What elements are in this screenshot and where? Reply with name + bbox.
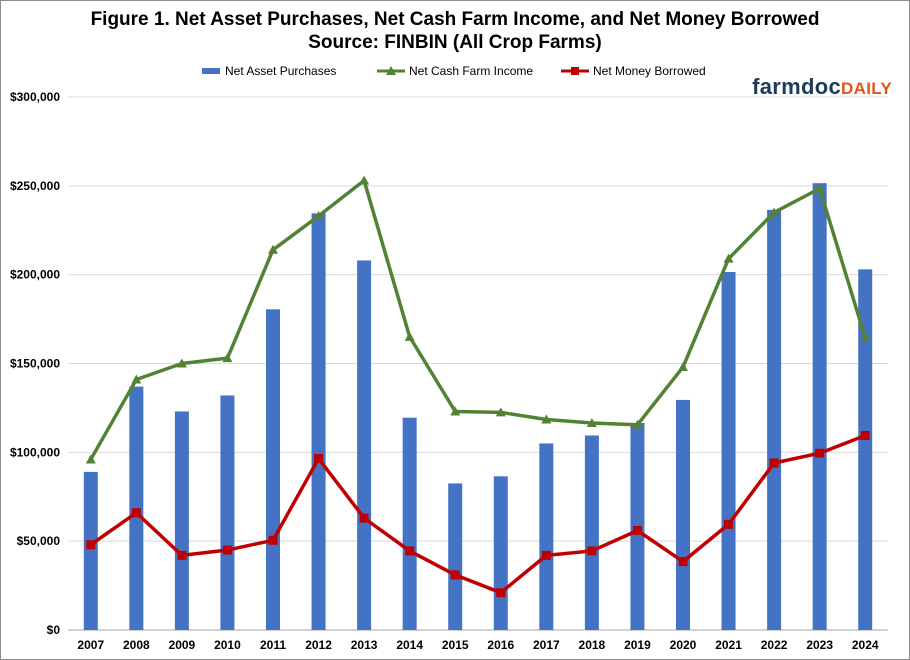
bar-asset-purchases — [858, 269, 873, 630]
bar-asset-purchases — [311, 213, 326, 630]
net-money-borrowed-point — [450, 570, 460, 580]
net-cash-farm-income-point — [404, 331, 415, 341]
net-money-borrowed-point — [541, 550, 551, 560]
x-tick-label: 2012 — [305, 638, 332, 652]
y-tick-label: $300,000 — [10, 90, 60, 104]
y-tick-label: $0 — [47, 623, 61, 637]
bar-asset-purchases — [493, 476, 508, 630]
net-money-borrowed-point — [222, 545, 232, 555]
net-money-borrowed-point — [177, 550, 187, 560]
net-cash-farm-income-point — [723, 253, 734, 263]
bar-asset-purchases — [83, 471, 98, 630]
net-cash-farm-income-point — [769, 207, 780, 217]
net-money-borrowed-point — [587, 546, 597, 556]
bar-asset-purchases — [357, 260, 372, 630]
x-tick-label: 2008 — [123, 638, 150, 652]
bar-asset-purchases — [174, 411, 189, 630]
net-cash-farm-income-point — [85, 454, 96, 464]
x-tick-label: 2019 — [624, 638, 651, 652]
x-tick-label: 2017 — [533, 638, 560, 652]
bar-asset-purchases — [402, 417, 417, 630]
y-tick-label: $150,000 — [10, 357, 60, 371]
bar-asset-purchases — [220, 395, 235, 630]
legend-label: Net Money Borrowed — [593, 64, 706, 78]
logo-text-accent: DAILY — [841, 79, 892, 98]
chart-title: Figure 1. Net Asset Purchases, Net Cash … — [90, 9, 820, 30]
net-money-borrowed-point — [769, 458, 779, 468]
net-cash-farm-income-point — [222, 353, 233, 363]
y-tick-label: $50,000 — [17, 534, 61, 548]
legend-item-money-borrowed: Net Money Borrowed — [560, 64, 706, 78]
x-tick-label: 2007 — [77, 638, 104, 652]
net-cash-farm-income-point — [814, 183, 825, 193]
net-money-borrowed-point — [815, 448, 825, 458]
net-money-borrowed-point — [131, 508, 141, 518]
net-money-borrowed-point — [268, 535, 278, 545]
legend-label: Net Cash Farm Income — [409, 64, 534, 78]
net-cash-farm-income-point — [313, 211, 324, 221]
x-tick-label: 2013 — [351, 638, 378, 652]
legend-swatch-bar — [202, 68, 220, 74]
x-tick-label: 2016 — [487, 638, 514, 652]
net-money-borrowed-point — [314, 454, 324, 464]
net-money-borrowed-point — [724, 519, 734, 529]
net-cash-farm-income-point — [860, 332, 871, 342]
legend-swatch-line-triangle — [377, 66, 405, 75]
x-tick-label: 2010 — [214, 638, 241, 652]
bar-asset-purchases — [721, 272, 736, 630]
net-cash-farm-income-point — [359, 175, 370, 185]
net-money-borrowed-point — [359, 513, 369, 523]
net-money-borrowed-point — [405, 546, 415, 556]
chart-subtitle: Source: FINBIN (All Crop Farms) — [308, 32, 602, 53]
x-tick-label: 2023 — [806, 638, 833, 652]
x-tick-label: 2022 — [761, 638, 788, 652]
x-tick-label: 2021 — [715, 638, 742, 652]
net-cash-farm-income-point — [541, 414, 552, 424]
net-money-borrowed-point — [678, 557, 688, 567]
net-cash-farm-income-point — [632, 419, 643, 429]
net-cash-farm-income-point — [678, 362, 688, 372]
legend-item-asset-purchases: Net Asset Purchases — [200, 64, 336, 78]
bar-asset-purchases — [812, 183, 827, 630]
net-money-borrowed-point — [860, 430, 870, 440]
x-tick-label: 2009 — [169, 638, 196, 652]
net-cash-farm-income-point — [268, 244, 278, 254]
logo-text-main: farmdoc — [752, 74, 842, 99]
net-money-borrowed-point — [86, 540, 96, 550]
x-tick-label: 2020 — [670, 638, 697, 652]
legend-item-cash-farm-income: Net Cash Farm Income — [376, 64, 533, 78]
legend-label: Net Asset Purchases — [225, 64, 337, 78]
net-cash-farm-income-line — [89, 178, 867, 461]
farmdoc-daily-logo: farmdocDAILY — [752, 74, 892, 100]
x-tick-label: 2024 — [852, 638, 879, 652]
legend-swatch-line-square — [561, 67, 589, 75]
bar-asset-purchases — [676, 399, 690, 630]
y-tick-label: $200,000 — [10, 268, 60, 282]
x-tick-label: 2015 — [442, 638, 469, 652]
net-money-borrowed-point — [632, 526, 642, 536]
net-money-borrowed-line — [89, 433, 866, 595]
net-cash-farm-income-point — [450, 406, 461, 416]
y-tick-label: $250,000 — [10, 179, 60, 193]
bar-asset-purchases — [266, 309, 280, 630]
x-tick-label: 2011 — [260, 638, 286, 652]
net-cash-farm-income-point — [586, 418, 597, 428]
x-tick-label: 2014 — [396, 638, 423, 652]
bar-asset-purchases — [584, 435, 599, 630]
bar-asset-purchases — [539, 443, 554, 630]
net-cash-farm-income-point — [131, 374, 142, 384]
net-cash-farm-income-point — [176, 358, 187, 368]
net-cash-farm-income-point — [495, 407, 506, 417]
x-tick-label: 2018 — [579, 638, 606, 652]
bar-asset-purchases — [448, 483, 463, 630]
y-tick-label: $100,000 — [10, 445, 60, 459]
net-money-borrowed-point — [496, 588, 506, 598]
bar-asset-purchases — [767, 209, 782, 630]
